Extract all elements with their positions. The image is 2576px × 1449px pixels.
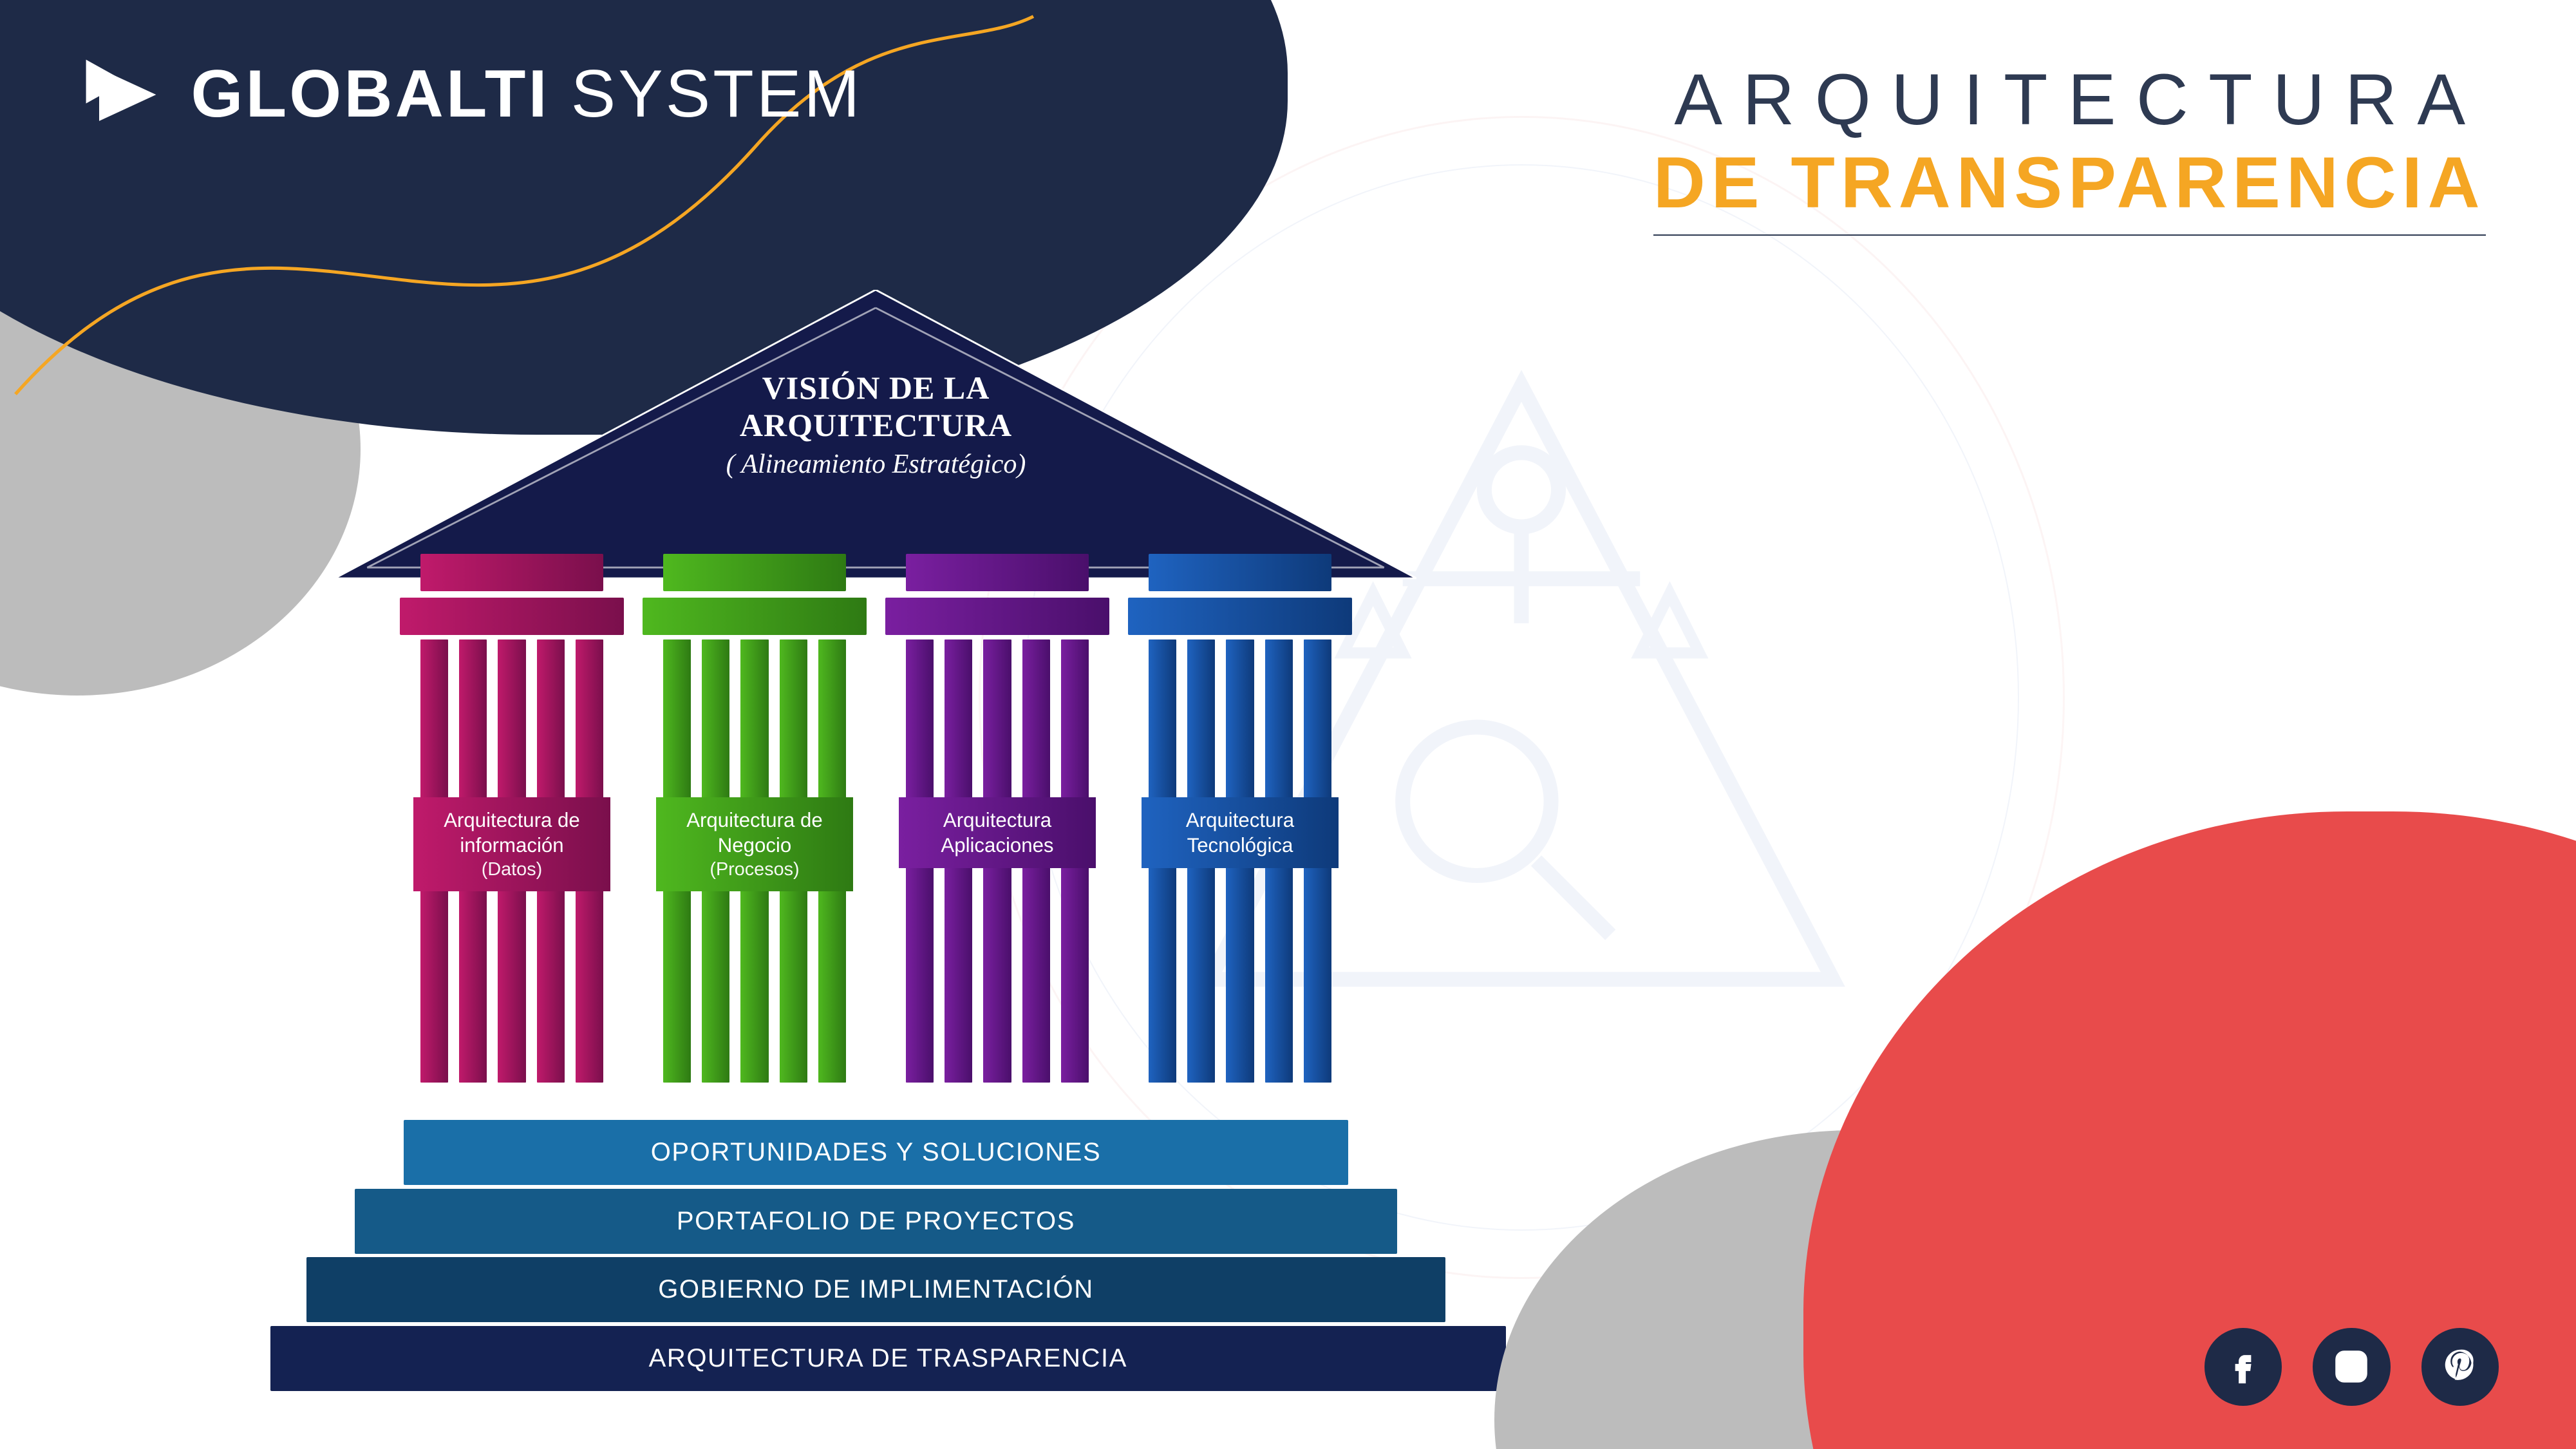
- foundation-step-0: OPORTUNIDADES Y SOLUCIONES: [404, 1120, 1349, 1185]
- foundation-step-1: PORTAFOLIO DE PROYECTOS: [355, 1189, 1396, 1254]
- play-icon: [77, 51, 165, 138]
- temple-pillars-row: Arquitectura de información(Datos) Arqui…: [400, 554, 1351, 1083]
- pillar-label: Arquitectura de Negocio(Procesos): [656, 797, 853, 891]
- pillar-cap: [420, 554, 604, 591]
- architecture-temple-diagram: VISIÓN DE LAARQUITECTURA ( Alineamiento …: [335, 290, 1416, 1391]
- foundation-step-2: GOBIERNO DE IMPLIMENTACIÓN: [306, 1257, 1445, 1322]
- roof-line1: VISIÓN DE LA: [762, 370, 990, 406]
- logo-light: SYSTEM: [571, 57, 863, 131]
- slide-title: ARQUITECTURA DE TRANSPARENCIA: [1653, 58, 2486, 236]
- logo-bold: GLOBALTI: [191, 57, 550, 131]
- title-line1: ARQUITECTURA: [1653, 58, 2486, 141]
- pillar-label: Arquitectura de información(Datos): [413, 797, 610, 891]
- foundation-step-3: ARQUITECTURA DE TRASPARENCIA: [270, 1326, 1506, 1391]
- pillar-label: Arquitectura Aplicaciones: [899, 797, 1096, 868]
- temple-roof: VISIÓN DE LAARQUITECTURA ( Alineamiento …: [335, 290, 1416, 554]
- pillar-2: Arquitectura Aplicaciones: [885, 554, 1109, 1083]
- pillar-neck: [643, 598, 866, 634]
- pillar-label: Arquitectura Tecnológica: [1142, 797, 1339, 868]
- pillar-cap: [1149, 554, 1332, 591]
- roof-sub: ( Alineamiento Estratégico): [335, 449, 1416, 480]
- pillar-3: Arquitectura Tecnológica: [1128, 554, 1351, 1083]
- pinterest-icon[interactable]: [2421, 1328, 2499, 1405]
- social-links: [2205, 1328, 2498, 1405]
- pillar-1: Arquitectura de Negocio(Procesos): [643, 554, 866, 1083]
- brand-logo: GLOBALTI SYSTEM: [77, 51, 862, 138]
- pillar-cap: [663, 554, 847, 591]
- title-line2: DE TRANSPARENCIA: [1653, 141, 2486, 236]
- temple-foundation-steps: OPORTUNIDADES Y SOLUCIONESPORTAFOLIO DE …: [270, 1094, 1482, 1391]
- facebook-icon[interactable]: [2205, 1328, 2282, 1405]
- instagram-icon[interactable]: [2313, 1328, 2390, 1405]
- pillar-neck: [885, 598, 1109, 634]
- pillar-neck: [400, 598, 623, 634]
- pillar-0: Arquitectura de información(Datos): [400, 554, 623, 1083]
- pillar-cap: [906, 554, 1089, 591]
- roof-line2: ARQUITECTURA: [740, 407, 1012, 443]
- pillar-neck: [1128, 598, 1351, 634]
